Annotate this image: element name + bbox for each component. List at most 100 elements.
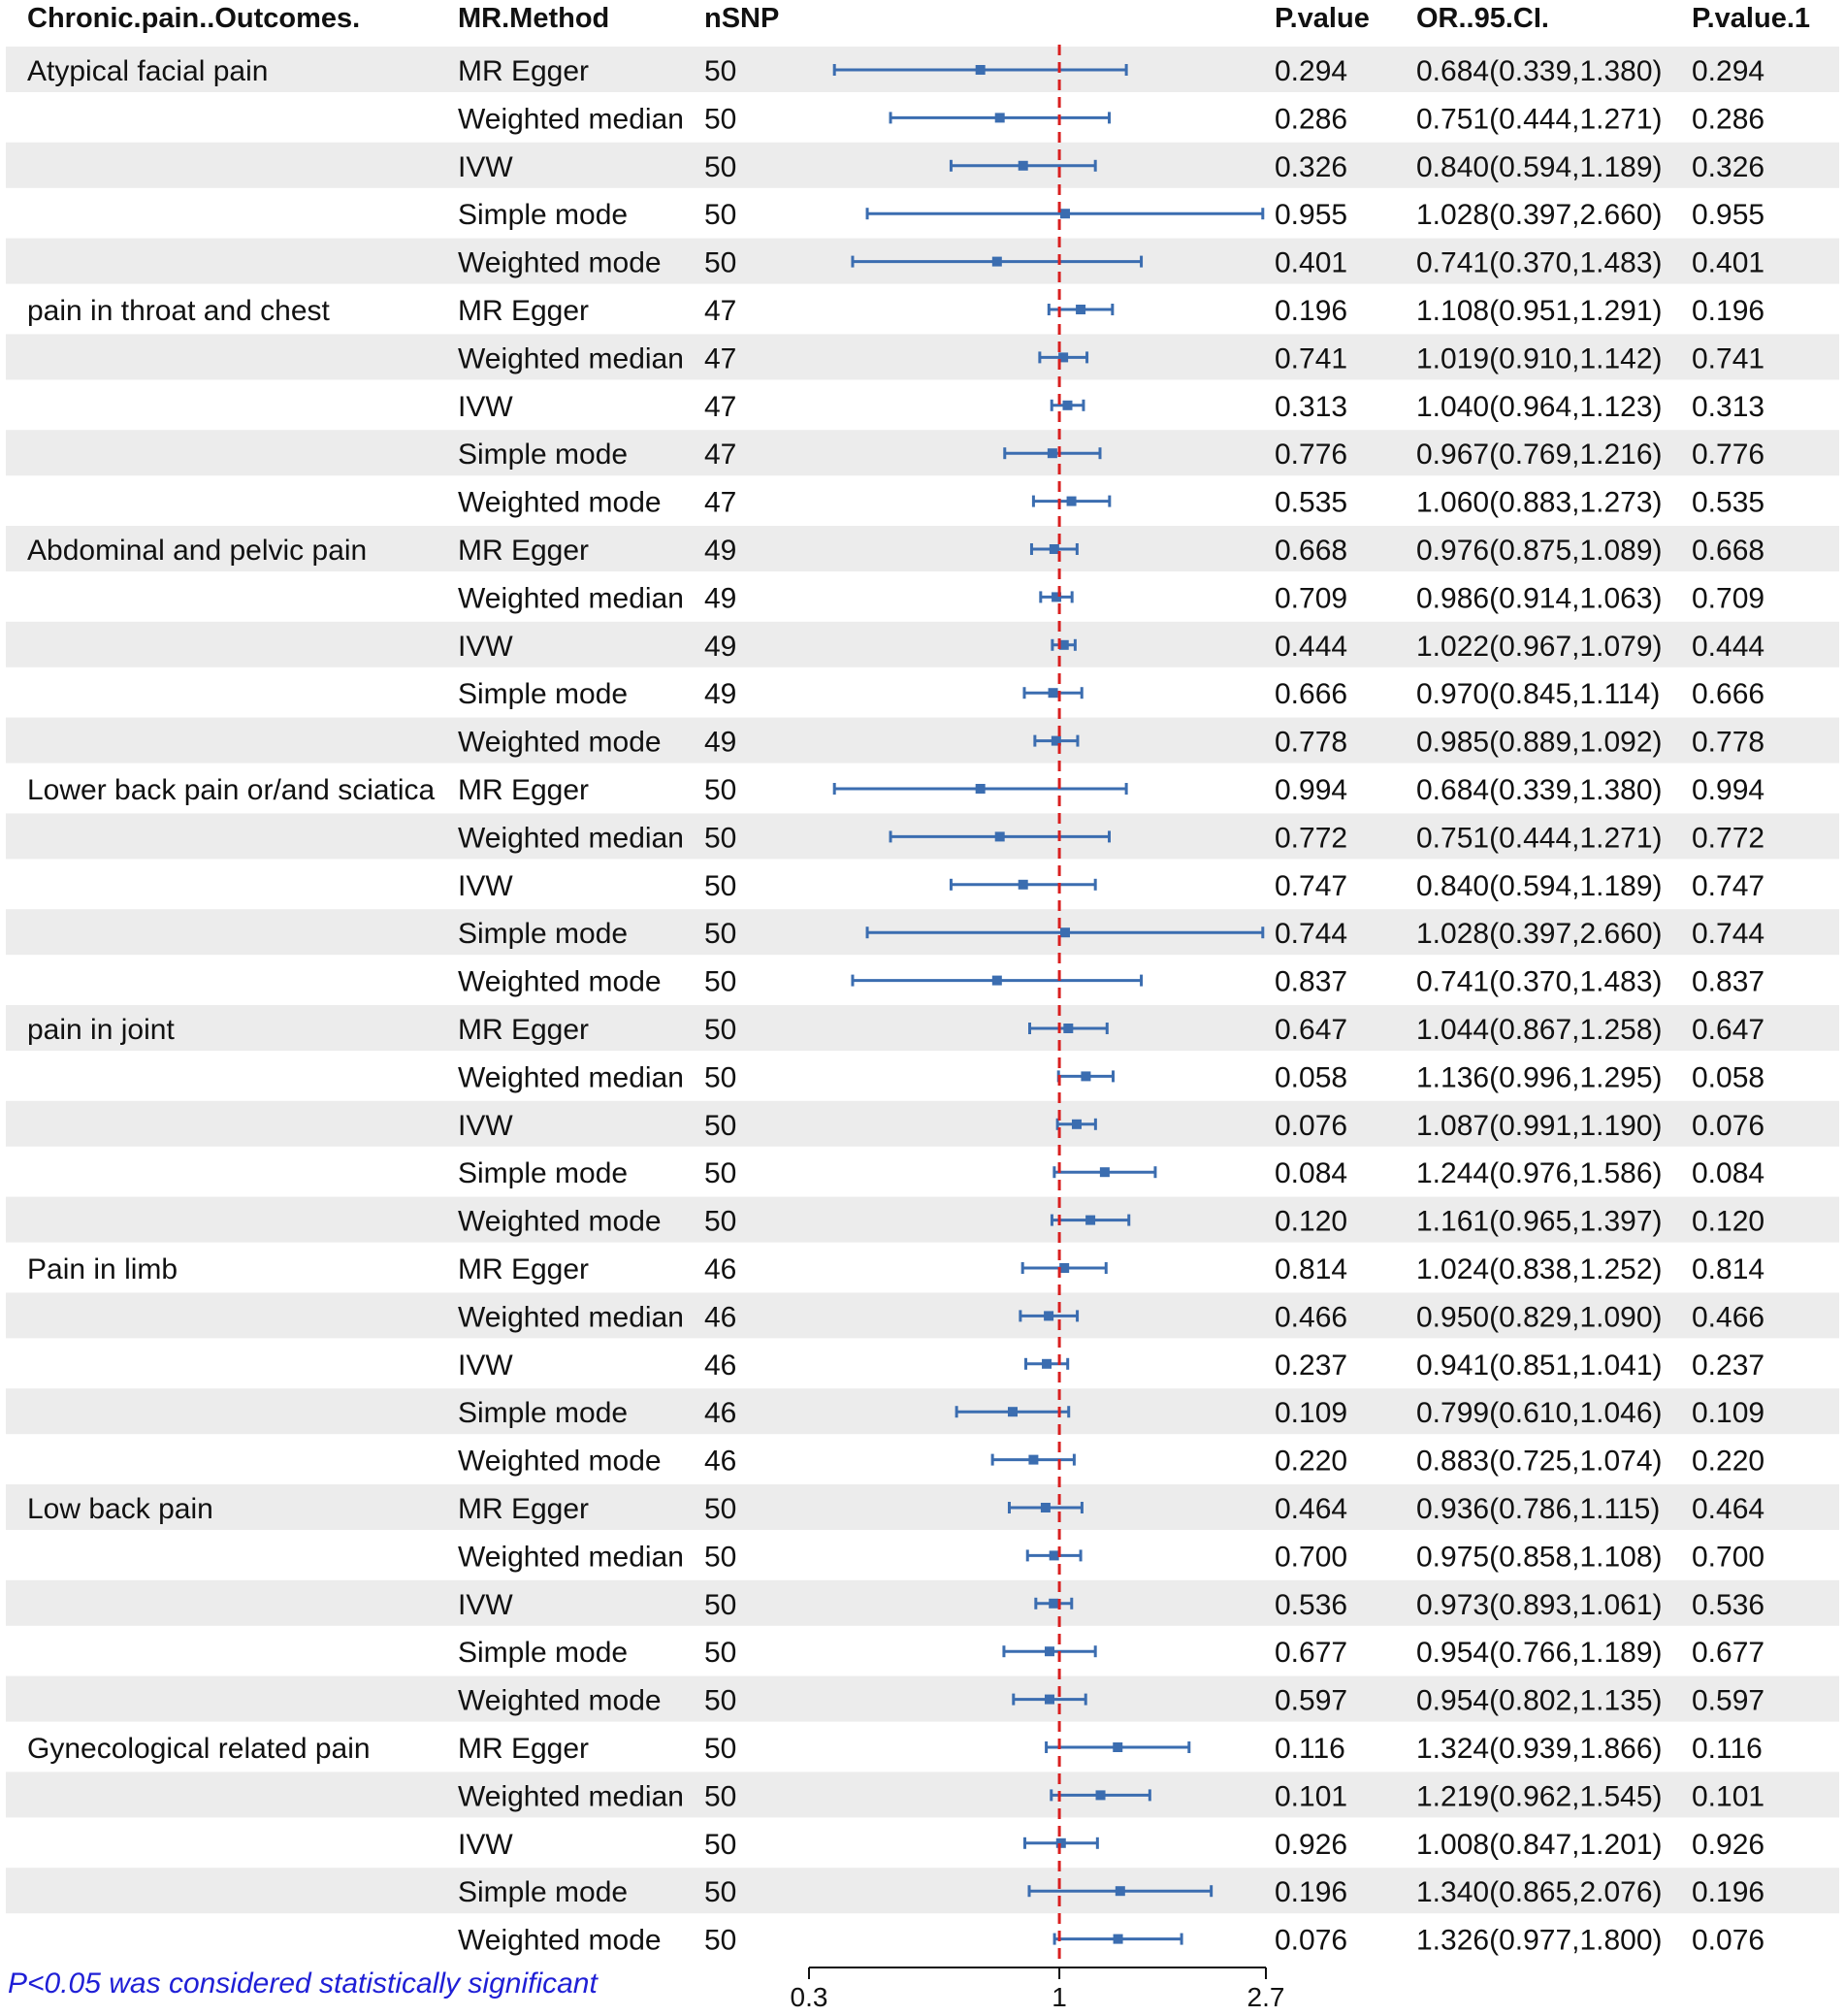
table-row: pain in joint MR Egger 50 0.647 1.044(0.867,… bbox=[27, 1014, 1764, 1046]
nsnp-value: 50 bbox=[704, 247, 736, 279]
or-ci-text: 0.883(0.725,1.074) bbox=[1416, 1446, 1663, 1478]
nsnp-value: 46 bbox=[704, 1446, 736, 1478]
p-value: 0.401 bbox=[1275, 247, 1347, 279]
method-label: IVW bbox=[458, 1829, 513, 1861]
or-ci-text: 0.950(0.829,1.090) bbox=[1416, 1301, 1663, 1333]
table-row: Simple mode 50 0.084 1.244(0.976,1.586) 0.08… bbox=[458, 1157, 1764, 1189]
p-value: 0.058 bbox=[1275, 1061, 1347, 1093]
table-row: Simple mode 46 0.109 0.799(0.610,1.046) 0.10… bbox=[458, 1397, 1764, 1429]
table-row: Weighted median 50 0.700 0.975(0.858,1.108)… bbox=[458, 1541, 1764, 1573]
p-value: 0.326 bbox=[1275, 151, 1347, 183]
p-value: 0.926 bbox=[1275, 1829, 1347, 1861]
p-value: 0.668 bbox=[1275, 535, 1347, 567]
or-point bbox=[1115, 1886, 1125, 1897]
or-ci-text: 1.028(0.397,2.660) bbox=[1416, 918, 1663, 950]
p-value: 0.313 bbox=[1275, 391, 1347, 423]
table-row: Weighted mode 49 0.778 0.985(0.889,1.092) 0.… bbox=[458, 727, 1764, 759]
method-label: IVW bbox=[458, 870, 513, 902]
or-point bbox=[1042, 1358, 1052, 1369]
p-value: 0.778 bbox=[1275, 727, 1347, 759]
p-value: 0.444 bbox=[1275, 631, 1347, 663]
or-point bbox=[1066, 496, 1077, 506]
p-value-1: 0.466 bbox=[1692, 1301, 1764, 1333]
table-row: Weighted mode 50 0.076 1.326(0.977,1.800) 0.… bbox=[458, 1925, 1764, 1957]
p-value: 0.994 bbox=[1275, 774, 1347, 806]
p-value: 0.535 bbox=[1275, 487, 1347, 519]
nsnp-value: 50 bbox=[704, 1589, 736, 1621]
nsnp-value: 50 bbox=[704, 151, 736, 183]
nsnp-value: 50 bbox=[704, 1014, 736, 1046]
nsnp-value: 49 bbox=[704, 678, 736, 710]
p-value-1: 0.444 bbox=[1692, 631, 1764, 663]
or-point bbox=[1071, 1119, 1082, 1129]
method-label: IVW bbox=[458, 1349, 513, 1382]
nsnp-value: 49 bbox=[704, 631, 736, 663]
nsnp-value: 50 bbox=[704, 1685, 736, 1717]
method-label: Weighted mode bbox=[458, 247, 662, 279]
method-label: MR Egger bbox=[458, 1253, 589, 1285]
method-label: MR Egger bbox=[458, 55, 589, 87]
method-label: Weighted median bbox=[458, 103, 684, 135]
p-value-1: 0.955 bbox=[1692, 199, 1764, 231]
or-ci-text: 0.840(0.594,1.189) bbox=[1416, 151, 1663, 183]
method-label: Simple mode bbox=[458, 1397, 628, 1429]
outcome-label: Low back pain bbox=[27, 1493, 213, 1525]
p-value-1: 0.076 bbox=[1692, 1925, 1764, 1957]
p-value-1: 0.196 bbox=[1692, 1876, 1764, 1908]
or-ci-text: 0.973(0.893,1.061) bbox=[1416, 1589, 1663, 1621]
or-point bbox=[1059, 1263, 1070, 1273]
method-label: MR Egger bbox=[458, 1493, 589, 1525]
p-value: 0.466 bbox=[1275, 1301, 1347, 1333]
p-value: 0.101 bbox=[1275, 1780, 1347, 1812]
method-label: IVW bbox=[458, 631, 513, 663]
nsnp-value: 50 bbox=[704, 103, 736, 135]
method-label: Simple mode bbox=[458, 1637, 628, 1669]
table-row: pain in throat and chest MR Egger 47 0.196 1… bbox=[27, 295, 1764, 327]
header-nsnp: nSNP bbox=[704, 3, 779, 34]
p-value: 0.741 bbox=[1275, 342, 1347, 374]
or-ci-text: 0.985(0.889,1.092) bbox=[1416, 727, 1663, 759]
p-value: 0.116 bbox=[1275, 1733, 1345, 1765]
method-label: Weighted median bbox=[458, 1780, 684, 1812]
p-value-1: 0.220 bbox=[1692, 1446, 1764, 1478]
nsnp-value: 50 bbox=[704, 870, 736, 902]
or-ci-text: 1.108(0.951,1.291) bbox=[1416, 295, 1663, 327]
p-value: 0.536 bbox=[1275, 1589, 1347, 1621]
or-ci-text: 0.741(0.370,1.483) bbox=[1416, 247, 1663, 279]
or-point bbox=[1076, 305, 1086, 314]
table-row: Simple mode 50 0.677 0.954(0.766,1.189) 0.67… bbox=[458, 1637, 1764, 1669]
or-ci-text: 0.941(0.851,1.041) bbox=[1416, 1349, 1663, 1382]
or-point bbox=[1113, 1742, 1123, 1752]
p-value-1: 0.666 bbox=[1692, 678, 1764, 710]
table-row: Atypical facial pain MR Egger 50 0.294 0.684… bbox=[27, 55, 1764, 87]
or-ci-text: 0.936(0.786,1.115) bbox=[1416, 1493, 1660, 1525]
outcome-label: Gynecological related pain bbox=[27, 1733, 371, 1765]
method-label: Weighted median bbox=[458, 582, 684, 614]
table-row: Weighted median 46 0.466 0.950(0.829,1.090)… bbox=[458, 1301, 1764, 1333]
row-band bbox=[6, 1868, 1839, 1914]
p-value: 0.120 bbox=[1275, 1206, 1347, 1238]
table-row: Weighted mode 50 0.401 0.741(0.370,1.483) 0.… bbox=[458, 247, 1764, 279]
p-value-1: 0.313 bbox=[1692, 391, 1764, 423]
or-point bbox=[975, 784, 986, 794]
or-point bbox=[1055, 1837, 1066, 1848]
or-ci-text: 0.970(0.845,1.114) bbox=[1416, 678, 1660, 710]
p-value-1: 0.776 bbox=[1692, 439, 1764, 471]
or-point bbox=[1113, 1934, 1123, 1944]
p-value: 0.464 bbox=[1275, 1493, 1347, 1525]
table-row: Abdominal and pelvic pain MR Egger 49 0.668… bbox=[27, 535, 1764, 567]
table-row: Weighted mode 46 0.220 0.883(0.725,1.074) 0.… bbox=[458, 1446, 1764, 1478]
nsnp-value: 47 bbox=[704, 391, 736, 423]
p-value: 0.647 bbox=[1275, 1014, 1347, 1046]
method-label: Simple mode bbox=[458, 1876, 628, 1908]
method-label: MR Egger bbox=[458, 1014, 589, 1046]
p-value: 0.837 bbox=[1275, 966, 1347, 998]
p-value-1: 0.647 bbox=[1692, 1014, 1764, 1046]
table-row: Weighted median 49 0.709 0.986(0.914,1.063)… bbox=[458, 582, 1764, 614]
row-band bbox=[6, 1005, 1839, 1051]
header-row: Chronic.pain..Outcomes. MR.Method nSNP P… bbox=[27, 3, 1810, 34]
or-point bbox=[1058, 352, 1069, 363]
nsnp-value: 50 bbox=[704, 918, 736, 950]
nsnp-value: 50 bbox=[704, 1061, 736, 1093]
